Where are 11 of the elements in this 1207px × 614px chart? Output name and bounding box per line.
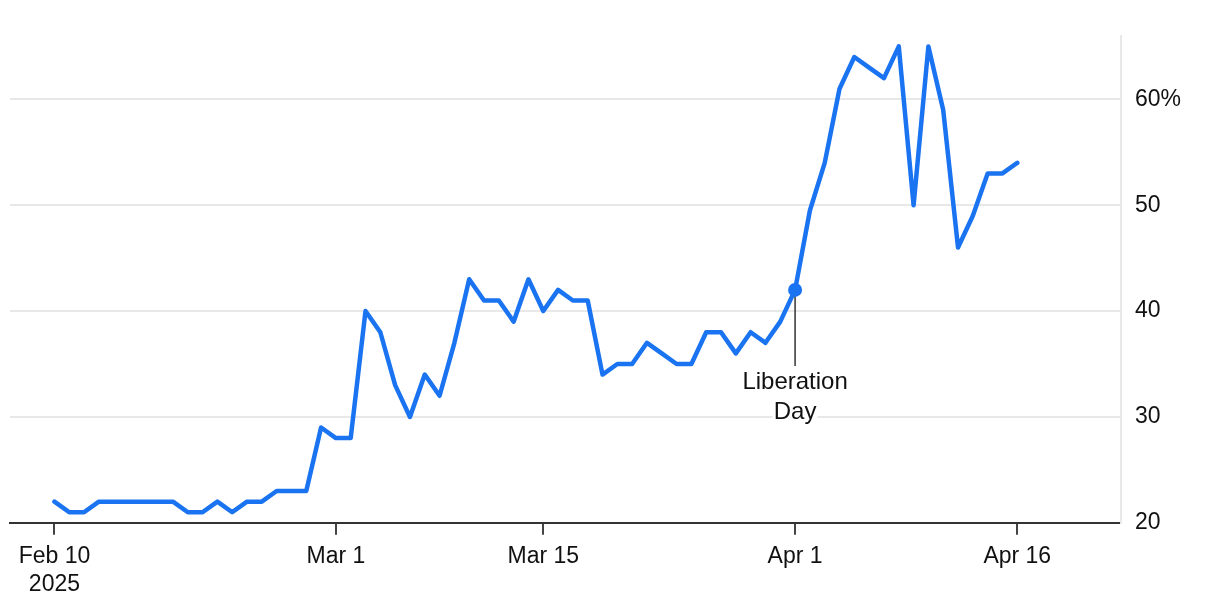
x-tick-label: Mar 15 [507, 541, 580, 568]
y-tick-label: 20 [1134, 508, 1161, 535]
x-tick-label: Apr 1 [767, 541, 823, 568]
x-tick-label: Apr 16 [983, 541, 1052, 568]
x-tick-label: Mar 1 [306, 541, 366, 568]
y-tick-label: 50 [1134, 190, 1161, 217]
y-tick-label: 40 [1134, 296, 1161, 323]
x-tick-label: Feb 10 2025 [18, 541, 91, 596]
annotation: Liberation Day [742, 366, 848, 424]
y-tick-label: 60% [1134, 84, 1182, 111]
y-tick-label: 30 [1134, 402, 1161, 429]
